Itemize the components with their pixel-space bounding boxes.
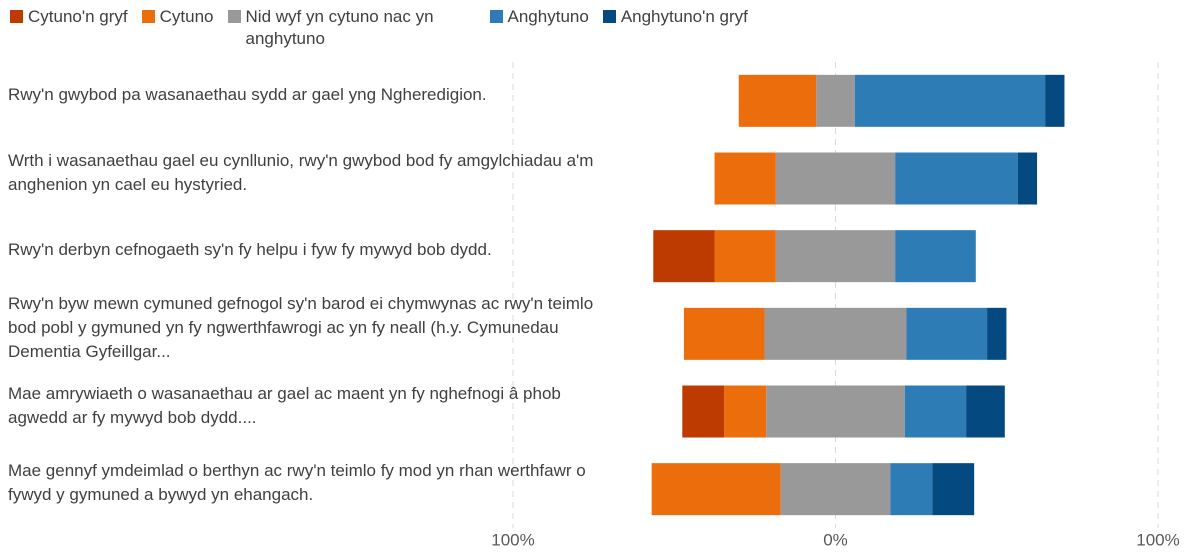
bar-segment [780,463,891,516]
category-label: Rwy'n gwybod pa wasanaethau sydd ar gael… [8,84,487,104]
bar-segment [904,385,967,438]
x-tick-label: 100% [491,530,534,549]
bar-segment [906,307,988,360]
legend-swatch [227,10,241,23]
legend-label: Cytuno [159,7,214,26]
bar-segment [714,230,776,283]
category-label: Rwy'n derbyn cefnogaeth sy'n fy helpu i … [8,240,492,260]
legend-label: Nid wyf yn cytuno nac yn anghytuno [245,7,434,48]
legend-swatch [602,10,616,23]
legend-swatch [489,10,503,23]
legend-swatch [10,10,23,23]
legend-item: Cytuno'n gryf [10,6,128,50]
category-label: Mae amrywiaeth o wasanaethau ar gael ac … [8,383,561,427]
bar-segment [775,230,896,283]
legend-swatch [141,10,155,23]
bar-segment [1017,152,1038,205]
bar-segment [895,230,976,283]
bar-segment [775,152,896,205]
legend: Cytuno'n gryf Cytuno Nid wyf yn cytuno nac… [10,6,762,50]
x-tick-label: 100% [1136,530,1179,549]
bar-segment [653,230,715,283]
bar-segment [738,74,817,127]
bar-segment [890,463,933,516]
bar-segment [682,385,725,438]
category-label: Mae gennyf ymdeimlad o berthyn ac rwy'n … [8,461,586,505]
legend-item: Cytuno [141,6,214,50]
bar-segment [966,385,1005,438]
category-label: Rwy'n byw mewn cymuned gefnogol sy'n bar… [8,293,594,361]
bar-segment [854,74,1046,127]
bar-segment [895,152,1018,205]
category-label: Wrth i wasanaethau gael eu cynllunio, rw… [8,150,594,194]
bar-segment [1045,74,1065,127]
bar-segment [714,152,776,205]
bar-segment [651,463,781,516]
bar-segment [683,307,765,360]
bar-segment [766,385,905,438]
bar-segment [987,307,1007,360]
bar-segment [816,74,855,127]
bar-segment [724,385,767,438]
legend-label: Anghytuno'n gryf [620,7,748,26]
bar-segment [932,463,975,516]
x-tick-label: 0% [823,530,848,549]
legend-item: Anghytuno'n gryf [602,6,748,50]
legend-item: Anghytuno [489,6,589,50]
bar-segment [764,307,907,360]
legend-item: Nid wyf yn cytuno nac yn anghytuno [227,6,476,50]
legend-label: Anghytuno [507,7,589,26]
legend-label: Cytuno'n gryf [28,7,128,26]
